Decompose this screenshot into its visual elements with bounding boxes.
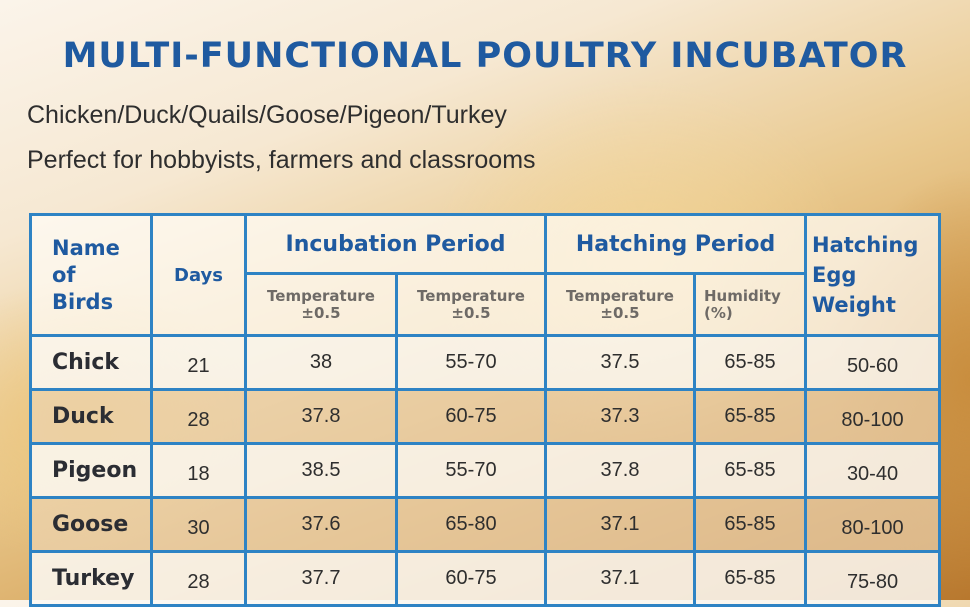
name-header-line: of xyxy=(52,262,76,287)
incubation-temperature-value: 37.7 xyxy=(244,550,398,607)
table-row-turkey: Turkey 28 37.7 60-75 37.1 65-85 75-80 xyxy=(29,550,942,607)
incubation-second-value: 60-75 xyxy=(395,550,547,607)
hatching-humidity-value: 65-85 xyxy=(692,496,808,553)
bird-name: Pigeon xyxy=(29,442,153,499)
egg-weight-value: 30-40 xyxy=(804,442,942,499)
incubation-second-value: 55-70 xyxy=(395,334,547,391)
egg-weight-value: 80-100 xyxy=(804,388,942,445)
header-text: ±0.5 xyxy=(600,303,640,322)
egg-weight-value: 75-80 xyxy=(804,550,942,607)
table-row-duck: Duck 28 37.8 60-75 37.3 65-85 80-100 xyxy=(29,388,942,445)
incubation-temperature-value: 38.5 xyxy=(244,442,398,499)
incubation-spec-table: Name of Birds Days Incubation Period Hat… xyxy=(29,213,942,607)
bird-name: Goose xyxy=(29,496,153,553)
incubation-second-value: 55-70 xyxy=(395,442,547,499)
table-row-pigeon: Pigeon 18 38.5 55-70 37.8 65-85 30-40 xyxy=(29,442,942,499)
days-value: 28 xyxy=(150,550,247,607)
hatching-temperature-value: 37.1 xyxy=(544,550,696,607)
incubation-second-value: 60-75 xyxy=(395,388,547,445)
hatching-temperature-value: 37.3 xyxy=(544,388,696,445)
days-value: 28 xyxy=(150,388,247,445)
header-text: Temperature xyxy=(417,286,525,305)
bird-name: Duck xyxy=(29,388,153,445)
days-value: 21 xyxy=(150,334,247,391)
egg-weight-header-line: Hatching xyxy=(812,233,919,257)
hatching-period-header: Hatching Period xyxy=(543,213,808,275)
header-text: Humidity xyxy=(704,286,781,305)
header-text: Temperature xyxy=(566,286,674,305)
hatching-temperature-value: 37.5 xyxy=(544,334,696,391)
table-row-chick: Chick 21 38 55-70 37.5 65-85 50-60 xyxy=(29,334,942,391)
header-text: (%) xyxy=(704,303,733,322)
incubation-temperature-value: 38 xyxy=(244,334,398,391)
incubation-second-value: 65-80 xyxy=(395,496,547,553)
bird-name: Chick xyxy=(29,334,153,391)
supported-birds-subtitle: Chicken/Duck/Quails/Goose/Pigeon/Turkey xyxy=(27,101,507,129)
days-value: 18 xyxy=(150,442,247,499)
days-value: 30 xyxy=(150,496,247,553)
egg-weight-value: 50-60 xyxy=(804,334,942,391)
table-row-goose: Goose 30 37.6 65-80 37.1 65-85 80-100 xyxy=(29,496,942,553)
header-text: Temperature xyxy=(267,286,375,305)
egg-weight-value: 80-100 xyxy=(804,496,942,553)
incubation-second-temperature-header: Temperature ±0.5 xyxy=(395,272,547,337)
hatching-humidity-value: 65-85 xyxy=(692,334,808,391)
hatching-temperature-value: 37.1 xyxy=(544,496,696,553)
bird-name: Turkey xyxy=(29,550,153,607)
name-header-line: Name xyxy=(52,235,120,260)
page-title: MULTI-FUNCTIONAL POULTRY INCUBATOR xyxy=(62,36,908,76)
header-row-1: Name of Birds Days Incubation Period Hat… xyxy=(29,213,942,337)
hatching-temperature-header: Temperature ±0.5 xyxy=(544,272,696,337)
incubation-temperature-value: 37.6 xyxy=(244,496,398,553)
hatching-egg-weight-header: Hatching Egg Weight xyxy=(804,213,942,337)
header-text: ±0.5 xyxy=(301,303,341,322)
hatching-humidity-header: Humidity (%) xyxy=(692,272,808,337)
header-text: ±0.5 xyxy=(451,303,491,322)
incubation-temperature-value: 37.8 xyxy=(244,388,398,445)
name-of-birds-header: Name of Birds xyxy=(29,213,153,337)
hatching-humidity-value: 65-85 xyxy=(692,388,808,445)
hatching-humidity-value: 65-85 xyxy=(692,550,808,607)
egg-weight-header-line: Weight xyxy=(812,293,896,317)
egg-weight-header-line: Egg xyxy=(812,263,857,287)
days-header: Days xyxy=(150,213,247,337)
hatching-humidity-value: 65-85 xyxy=(692,442,808,499)
audience-subtitle: Perfect for hobbyists, farmers and class… xyxy=(27,146,536,174)
hatching-temperature-value: 37.8 xyxy=(544,442,696,499)
header-row-2: Temperature ±0.5 Temperature ±0.5 Temper… xyxy=(31,272,940,337)
name-header-line: Birds xyxy=(52,289,114,314)
incubation-period-header: Incubation Period xyxy=(244,213,547,275)
incubation-temperature-header: Temperature ±0.5 xyxy=(244,272,398,337)
